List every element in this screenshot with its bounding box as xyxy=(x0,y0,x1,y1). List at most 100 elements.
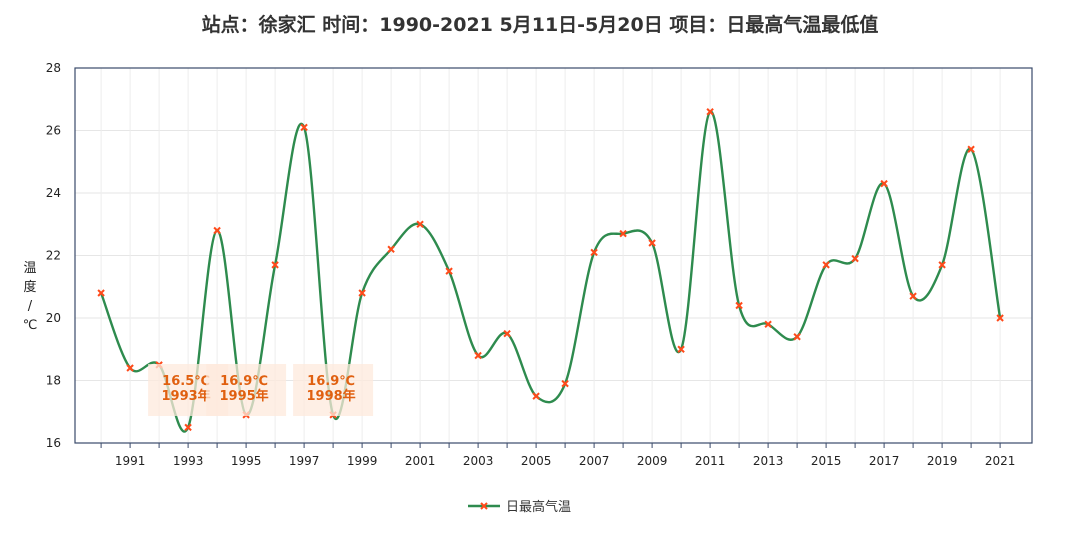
data-point-marker[interactable] xyxy=(996,314,1004,322)
y-tick-label: 16 xyxy=(46,436,61,450)
data-point-marker[interactable] xyxy=(938,261,946,269)
x-tick-label: 1993 xyxy=(173,454,204,468)
data-point-marker[interactable] xyxy=(387,245,395,253)
marker-stroke xyxy=(445,267,453,275)
y-axis-label-char: ℃ xyxy=(23,318,38,333)
x-tick-label: 1999 xyxy=(347,454,378,468)
x-tick-label: 2017 xyxy=(869,454,900,468)
data-point-marker[interactable] xyxy=(648,239,656,247)
x-tick-label: 2013 xyxy=(753,454,784,468)
annotation-year: 1993年 xyxy=(162,388,211,404)
data-point-marker[interactable] xyxy=(822,261,830,269)
y-tick-label: 24 xyxy=(46,186,61,200)
annotation-value: 16.9℃ xyxy=(307,374,355,389)
marker-stroke xyxy=(474,351,482,360)
data-point-marker[interactable] xyxy=(184,423,192,432)
marker-stroke xyxy=(184,423,192,432)
marker-stroke xyxy=(619,229,627,238)
y-tick-label: 26 xyxy=(46,124,61,138)
data-point-marker[interactable] xyxy=(764,320,772,328)
legend-marker xyxy=(480,502,488,510)
marker-stroke xyxy=(909,292,917,300)
x-tick-label: 2003 xyxy=(463,454,494,468)
data-point-marker[interactable] xyxy=(851,254,859,263)
data-point-marker[interactable] xyxy=(735,301,743,310)
marker-stroke xyxy=(706,108,714,116)
marker-stroke xyxy=(503,329,511,338)
marker-stroke xyxy=(271,261,279,269)
data-point-marker[interactable] xyxy=(967,145,975,153)
data-point-marker[interactable] xyxy=(532,392,540,400)
annotation-year: 1998年 xyxy=(307,388,356,404)
marker-stroke xyxy=(590,248,598,257)
x-tick-label: 1997 xyxy=(289,454,320,468)
annotation-year: 1995年 xyxy=(220,388,269,404)
legend[interactable]: 日最高气温 xyxy=(468,499,571,515)
marker-stroke xyxy=(358,289,366,297)
marker-stroke xyxy=(996,314,1004,322)
data-point-marker[interactable] xyxy=(358,289,366,297)
marker-stroke xyxy=(532,392,540,400)
x-tick-label: 2001 xyxy=(405,454,436,468)
marker-stroke xyxy=(97,289,105,297)
marker-stroke xyxy=(213,226,221,235)
data-point-marker[interactable] xyxy=(300,123,308,132)
data-point-marker[interactable] xyxy=(445,267,453,275)
data-point-marker[interactable] xyxy=(561,379,569,388)
marker-stroke xyxy=(967,145,975,153)
y-tick-label: 18 xyxy=(46,374,61,388)
x-tick-label: 2019 xyxy=(927,454,958,468)
y-axis-label-char: 温 xyxy=(23,261,36,276)
data-point-marker[interactable] xyxy=(619,229,627,238)
data-point-marker[interactable] xyxy=(706,108,714,116)
data-point-marker[interactable] xyxy=(97,289,105,297)
data-point-marker[interactable] xyxy=(503,329,511,338)
x-tick-label: 2011 xyxy=(695,454,726,468)
marker-stroke xyxy=(793,333,801,341)
y-tick-label: 22 xyxy=(46,249,61,263)
data-point-marker[interactable] xyxy=(213,226,221,235)
y-axis-label: 温度 / ℃ xyxy=(23,261,38,333)
x-tick-label: 2021 xyxy=(985,454,1016,468)
data-point-marker[interactable] xyxy=(793,333,801,341)
data-point-marker[interactable] xyxy=(126,364,134,372)
data-point-marker[interactable] xyxy=(677,345,685,353)
x-tick-label: 2005 xyxy=(521,454,552,468)
marker-stroke xyxy=(822,261,830,269)
plot-frame xyxy=(74,67,1033,444)
annotation-value: 16.9℃ xyxy=(220,374,268,389)
data-point-marker[interactable] xyxy=(271,261,279,269)
data-point-marker[interactable] xyxy=(880,179,888,188)
legend-label[interactable]: 日最高气温 xyxy=(506,499,571,515)
marker-stroke xyxy=(561,379,569,388)
marker-stroke xyxy=(416,220,424,228)
x-tick-label: 1995 xyxy=(231,454,262,468)
data-point-marker[interactable] xyxy=(474,351,482,360)
marker-layer xyxy=(97,108,1004,432)
marker-stroke xyxy=(677,345,685,353)
x-axis: 1991 1993 1995 1997 1999 2001 2003 2005 2007 2009… xyxy=(100,443,1016,468)
marker-stroke xyxy=(126,364,134,372)
x-tick-label: 2015 xyxy=(811,454,842,468)
x-tick-label: 2007 xyxy=(579,454,610,468)
x-tick-label: 2009 xyxy=(637,454,668,468)
marker-stroke xyxy=(938,261,946,269)
y-axis: 16 18 20 22 24 26 28 xyxy=(46,61,61,450)
marker-stroke xyxy=(480,502,488,510)
annotation-box xyxy=(206,364,287,416)
x-tick-label: 1991 xyxy=(115,454,146,468)
marker-stroke xyxy=(764,320,772,328)
data-point-marker[interactable] xyxy=(590,248,598,257)
marker-stroke xyxy=(851,254,859,263)
marker-stroke xyxy=(880,179,888,188)
chart-title: 站点：徐家汇 时间：1990-2021 5月11日-5月20日 项目：日最高气温… xyxy=(201,14,879,36)
data-point-marker[interactable] xyxy=(909,292,917,300)
y-axis-label-char: / xyxy=(28,299,33,314)
y-axis-label-char: 度 xyxy=(23,279,36,295)
annotation-value: 16.5℃ xyxy=(162,374,210,389)
data-point-marker[interactable] xyxy=(416,220,424,228)
